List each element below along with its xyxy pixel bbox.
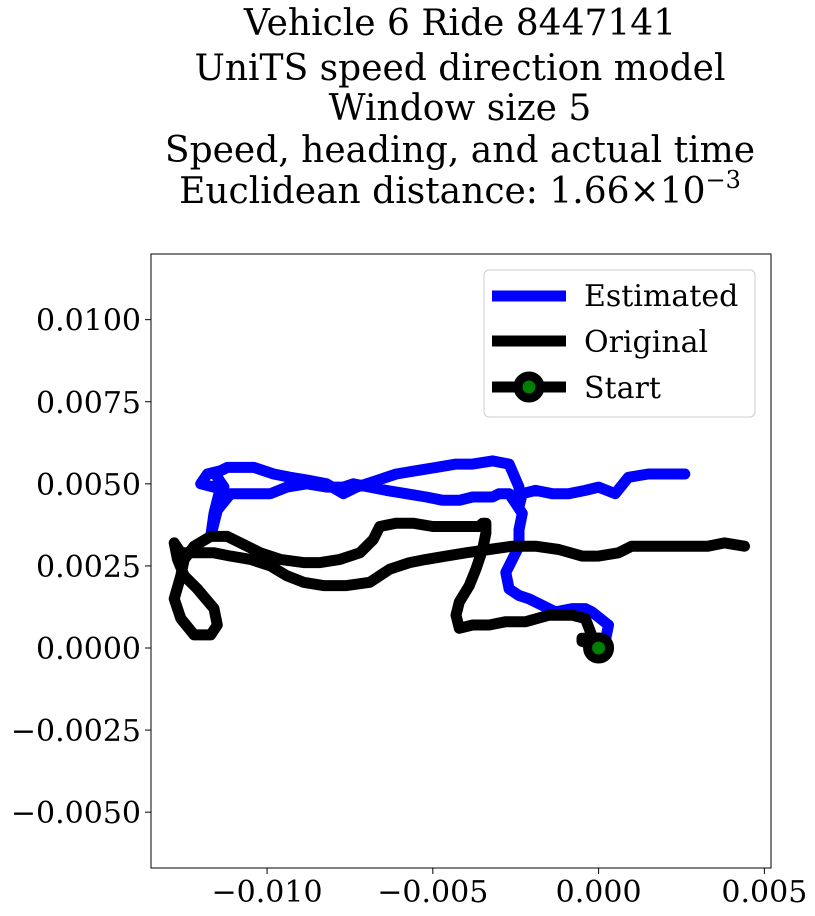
x-tick-label: −0.005 [377, 875, 488, 910]
legend: Estimated Original Start [483, 269, 756, 418]
x-tick-label: 0.005 [721, 875, 807, 910]
distance-base: 10 [660, 171, 706, 212]
y-tick-label: 0.0075 [36, 386, 141, 421]
distance-mantissa: 1.66 [549, 171, 629, 212]
plot-frame [150, 253, 772, 869]
title-line-1: Vehicle 6 Ride 8447141 [243, 3, 676, 44]
y-tick-label: 0.0050 [36, 468, 141, 503]
start-marker [583, 632, 615, 664]
title-line-3: Window size 5 [329, 88, 592, 129]
title-line-4: Speed, heading, and actual time [165, 130, 755, 171]
legend-box [483, 269, 756, 418]
distance-times: × [630, 171, 660, 212]
y-tick-label: 0.0000 [36, 632, 141, 667]
legend-start-marker [513, 371, 545, 403]
start-layer [583, 632, 615, 664]
chart-title: Vehicle 6 Ride 8447141 UniTS speed direc… [165, 3, 755, 212]
y-tick-label: 0.0025 [36, 550, 141, 585]
y-axis: 0.0100 0.0075 0.0050 0.0025 0.0000 −0.0025 −0.… [11, 304, 151, 831]
legend-start-label: Start [584, 371, 661, 406]
x-axis: −0.010 −0.005 0.000 0.005 [212, 868, 807, 910]
title-line-2: UniTS speed direction model [195, 48, 726, 89]
legend-original-label: Original [584, 325, 708, 360]
y-tick-label: 0.0100 [36, 304, 141, 339]
plot-lines [168, 455, 750, 654]
legend-estimated-label: Estimated [584, 279, 738, 314]
title-line-5-distance: Euclidean distance: 1.66×10−3 [179, 166, 741, 212]
series-original-line [168, 517, 750, 654]
distance-exponent: −3 [706, 166, 741, 194]
y-tick-label: −0.0050 [11, 796, 141, 831]
distance-prefix: Euclidean distance: [179, 171, 549, 212]
y-tick-label: −0.0025 [11, 714, 141, 749]
x-tick-label: −0.010 [212, 875, 323, 910]
x-tick-label: 0.000 [556, 875, 642, 910]
